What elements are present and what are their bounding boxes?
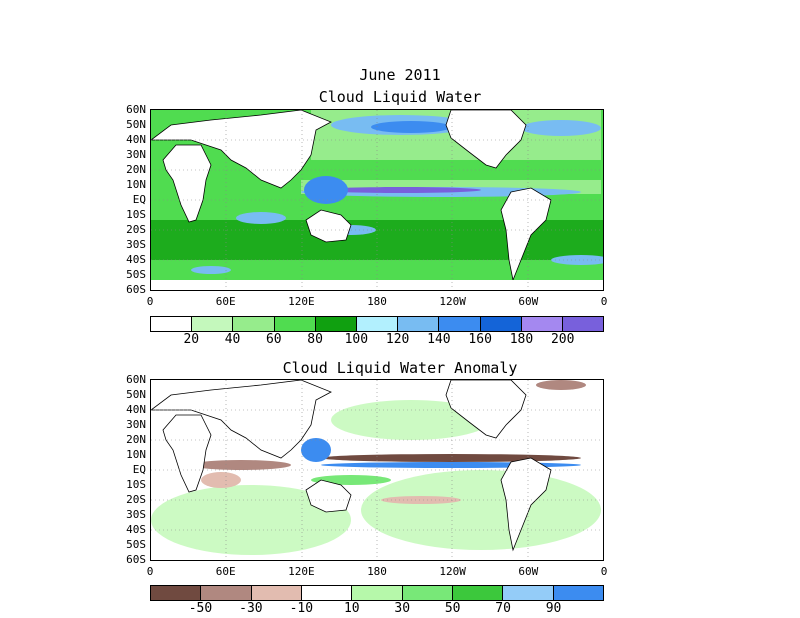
lat-label: EQ	[132, 193, 146, 206]
colorbar-label: 90	[545, 601, 562, 616]
colorbar-label: -30	[239, 601, 263, 616]
colorbar-swatch	[151, 317, 193, 331]
lon-label: 120E	[288, 565, 315, 578]
lat-label: 10N	[126, 178, 146, 191]
lat-label: 60N	[126, 103, 146, 116]
panel2-colorbar	[150, 585, 604, 601]
colorbar-swatch	[553, 586, 603, 600]
colorbar-label: -10	[289, 601, 314, 616]
colorbar-label: 100	[344, 332, 369, 347]
colorbar-label: 50	[444, 601, 461, 616]
map2-gridlines	[151, 380, 603, 560]
lat-label: 20S	[126, 223, 146, 236]
colorbar-label: -50	[188, 601, 213, 616]
lat-label: 20N	[126, 163, 146, 176]
colorbar-label: 40	[224, 332, 241, 347]
map2-land	[151, 380, 552, 552]
colorbar-swatch	[251, 586, 302, 600]
panel2-map	[150, 379, 604, 561]
lat-label: 40N	[126, 133, 146, 146]
colorbar-label: 30	[394, 601, 411, 616]
panel1-colorbar	[150, 316, 604, 332]
lat-label: 40S	[126, 253, 146, 266]
colorbar-swatch	[439, 317, 481, 331]
colorbar-label: 10	[343, 601, 360, 616]
colorbar-swatch	[503, 586, 554, 600]
lat-label: 50S	[126, 268, 146, 281]
colorbar-swatch	[521, 317, 563, 331]
lon-label: 0	[146, 565, 154, 578]
lat-label: 50N	[126, 118, 146, 131]
lon-label: 120E	[288, 295, 315, 308]
lat-label: EQ	[132, 463, 146, 476]
lon-label: 60W	[518, 295, 539, 308]
page-date-title: June 2011	[359, 66, 441, 84]
lon-label: 60W	[518, 565, 539, 578]
lon-label: 0	[146, 295, 154, 308]
lon-label: 0	[600, 295, 608, 308]
colorbar-swatch	[201, 586, 252, 600]
colorbar-swatch	[192, 317, 234, 331]
lon-label: 0	[600, 565, 608, 578]
colorbar-swatch	[452, 586, 504, 600]
colorbar-swatch	[301, 586, 353, 600]
lon-label: 60E	[215, 565, 236, 578]
lon-label: 120W	[439, 295, 466, 308]
lat-label: 10S	[126, 208, 146, 221]
lat-label: 30N	[126, 418, 146, 431]
panel1-map	[150, 109, 604, 291]
colorbar-label: 180	[509, 332, 534, 347]
colorbar-swatch	[562, 317, 604, 331]
colorbar-label: 140	[427, 332, 451, 347]
lat-label: 50N	[126, 388, 146, 401]
lon-label: 180	[367, 565, 387, 578]
lon-label: 60E	[215, 295, 236, 308]
colorbar-swatch	[233, 317, 275, 331]
colorbar-swatch	[315, 317, 357, 331]
map1-gridlines	[151, 110, 603, 290]
colorbar-swatch	[274, 317, 316, 331]
colorbar-label: 20	[183, 332, 200, 347]
colorbar-swatch	[151, 586, 202, 600]
lat-label: 30S	[126, 238, 146, 251]
lat-label: 60S	[126, 553, 146, 566]
lat-label: 60N	[126, 373, 146, 386]
colorbar-swatch	[480, 317, 522, 331]
lat-label: 30S	[126, 508, 146, 521]
lat-label: 50S	[126, 538, 146, 551]
panel2-title: Cloud Liquid Water Anomaly	[282, 359, 518, 377]
colorbar-swatch	[398, 317, 440, 331]
lon-label: 120W	[439, 565, 466, 578]
lon-label: 180	[367, 295, 387, 308]
colorbar-label: 80	[307, 332, 323, 347]
colorbar-swatch	[402, 586, 453, 600]
colorbar-label: 200	[550, 332, 575, 347]
lat-label: 40S	[126, 523, 146, 536]
colorbar-label: 120	[385, 332, 410, 347]
lat-label: 10S	[126, 478, 146, 491]
lat-label: 10N	[126, 448, 146, 461]
lat-label: 60S	[126, 283, 146, 296]
colorbar-swatch	[356, 317, 399, 331]
lat-label: 40N	[126, 403, 146, 416]
colorbar-label: 160	[468, 332, 492, 347]
lat-label: 20N	[126, 433, 146, 446]
lat-label: 20S	[126, 493, 146, 506]
colorbar-swatch	[352, 586, 403, 600]
panel1-title: Cloud Liquid Water	[318, 88, 482, 106]
lat-label: 30N	[126, 148, 146, 161]
colorbar-label: 70	[495, 601, 511, 616]
colorbar-label: 60	[265, 332, 282, 347]
map1-land	[151, 110, 603, 290]
